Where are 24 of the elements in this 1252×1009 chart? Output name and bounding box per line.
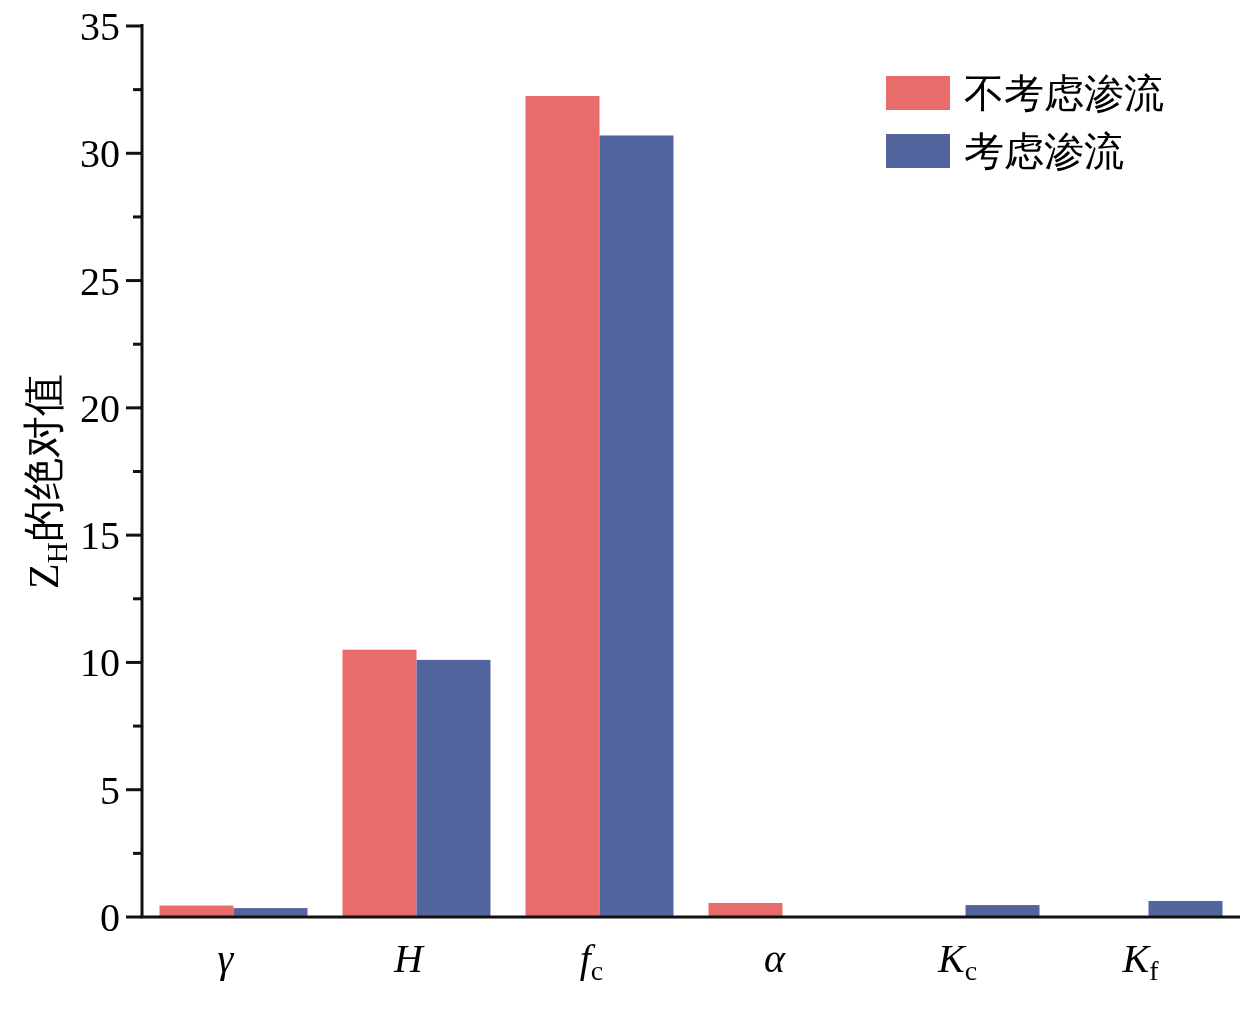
bar [1148, 900, 1223, 917]
y-tick-label: 35 [80, 4, 120, 49]
x-tick-label: K$_{c}$ [936, 936, 978, 987]
y-tick-label: 0 [100, 895, 120, 940]
x-tick-label: K$_{f}$ [1121, 936, 1160, 987]
bar [599, 135, 674, 917]
y-tick-label: 30 [80, 131, 120, 177]
y-tick-label: 25 [80, 258, 120, 304]
bar [416, 659, 491, 917]
legend-label: 不考虑渗流 [964, 71, 1164, 116]
bar [342, 649, 417, 917]
x-tick-label: f$_{c}$ [579, 936, 604, 987]
bar [708, 903, 783, 917]
y-tick-label: 15 [80, 513, 120, 559]
bar [525, 96, 600, 917]
legend-label: 考虑渗流 [964, 129, 1124, 174]
x-tick-label: γ [217, 936, 235, 981]
y-tick-label: 10 [80, 640, 120, 686]
bar [965, 905, 1040, 917]
bar [233, 908, 308, 917]
x-tick-label: α [764, 936, 786, 981]
y-tick-label: 20 [80, 385, 120, 431]
x-tick-label: H [393, 936, 426, 981]
y-tick-label: 5 [100, 767, 120, 813]
